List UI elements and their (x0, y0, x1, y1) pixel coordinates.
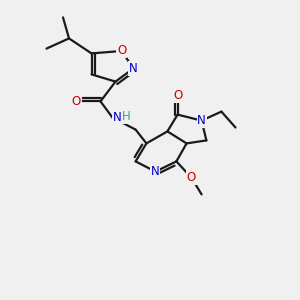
Text: O: O (187, 171, 196, 184)
Text: N: N (197, 114, 206, 127)
Text: N: N (151, 165, 160, 178)
Text: O: O (173, 89, 182, 102)
Text: O: O (117, 44, 126, 58)
Text: H: H (122, 110, 131, 124)
Text: N: N (129, 62, 138, 75)
Text: O: O (72, 95, 81, 108)
Text: N: N (112, 111, 122, 124)
